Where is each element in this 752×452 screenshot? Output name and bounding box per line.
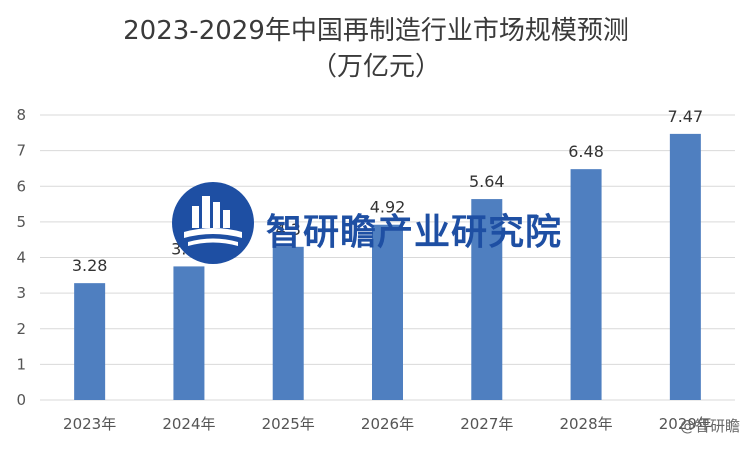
y-tick-label: 3	[16, 284, 26, 302]
watermark-logo-icon	[172, 182, 254, 264]
data-label: 5.64	[469, 172, 505, 191]
chart-subtitle: （万亿元）	[310, 52, 441, 82]
x-tick-label: 2028年	[559, 415, 612, 433]
y-tick-label: 4	[16, 249, 26, 267]
x-tick-label: 2024年	[162, 415, 215, 433]
bar	[173, 266, 205, 400]
y-tick-label: 6	[16, 177, 26, 195]
data-label: 4.3	[275, 220, 300, 239]
data-label: 4.92	[370, 198, 406, 217]
x-tick-label: 2027年	[460, 415, 513, 433]
y-tick-label: 0	[16, 391, 26, 409]
data-label: 3.28	[72, 256, 108, 275]
bar	[471, 199, 503, 400]
bar	[669, 133, 701, 400]
bar	[570, 169, 602, 400]
x-tick-label: 2026年	[361, 415, 414, 433]
bar	[272, 246, 304, 400]
y-axis: 0 1 2 3 4 5 6 7 8	[16, 106, 26, 409]
x-tick-label: 2025年	[262, 415, 315, 433]
x-tick-label: 2029年	[659, 415, 712, 433]
y-tick-label: 8	[16, 106, 26, 124]
bar	[74, 283, 106, 400]
watermark-text: 智研瞻产业研究院	[266, 212, 563, 253]
data-label: 6.48	[568, 142, 604, 161]
x-tick-label: 2023年	[63, 415, 116, 433]
y-tick-label: 5	[16, 213, 26, 231]
y-tick-label: 2	[16, 320, 26, 338]
bars	[74, 133, 701, 400]
y-tick-label: 1	[16, 355, 26, 373]
bar	[372, 224, 403, 400]
source-watermark: @智研瞻	[679, 417, 740, 435]
chart-title: 2023-2029年中国再制造行业市场规模预测	[123, 16, 629, 46]
x-axis: 2023年 2024年 2025年 2026年 2027年 2028年 2029年	[63, 415, 712, 433]
y-tick-label: 7	[16, 142, 26, 160]
data-label: 7.47	[668, 107, 704, 126]
